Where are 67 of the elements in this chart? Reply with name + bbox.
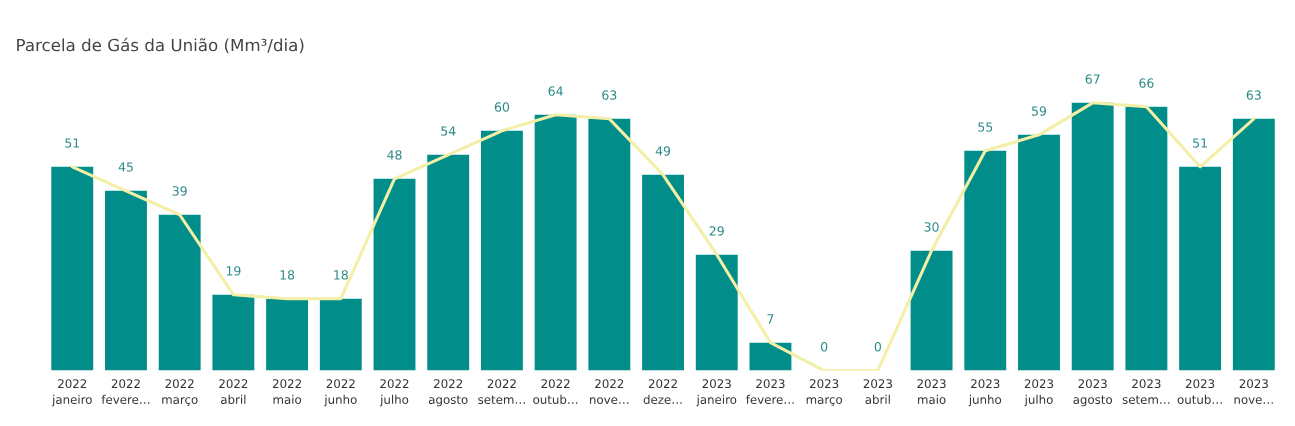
data-label: 30 [924, 222, 939, 232]
bar [158, 214, 201, 371]
x-tick-label: 2023 maio [917, 379, 946, 404]
bar [266, 298, 309, 371]
bar [480, 130, 523, 371]
bar [319, 298, 362, 371]
data-label: 60 [494, 102, 510, 112]
bar [534, 114, 577, 371]
x-tick-label: 2022 nove… [590, 379, 629, 404]
bar [695, 254, 738, 371]
data-label: 63 [1246, 90, 1261, 100]
data-label: 48 [387, 150, 402, 160]
data-label: 18 [334, 270, 348, 280]
bar [1179, 166, 1222, 371]
bar [1232, 118, 1275, 371]
data-label: 66 [1139, 78, 1154, 88]
bar [212, 294, 255, 371]
data-label: 18 [280, 270, 295, 280]
x-tick-label: 2022 outub… [533, 379, 578, 404]
data-label: 0 [821, 342, 828, 352]
data-label: 39 [172, 186, 187, 196]
x-tick-label: 2023 outub… [1177, 379, 1222, 404]
bar [427, 154, 470, 371]
x-tick-label: 2022 março [162, 379, 198, 407]
data-label: 29 [709, 226, 724, 236]
bar [642, 174, 684, 371]
data-label: 55 [978, 122, 993, 132]
x-tick-label: 2023 setem… [1122, 379, 1170, 404]
x-tick-label: 2023 junho [968, 379, 1002, 407]
bar [588, 118, 631, 371]
bar [51, 166, 94, 371]
x-tick-label: 2022 junho [324, 379, 357, 407]
x-tick-label: 2022 fevere… [101, 379, 150, 404]
x-tick-label: 2023 fevere… [746, 379, 794, 404]
chart-title: Parcela de Gás da União (Mm³/dia) [17, 37, 304, 54]
data-label: 63 [602, 90, 617, 100]
x-tick-label: 2022 janeiro [51, 379, 92, 407]
bar [1071, 102, 1114, 371]
data-label: 59 [1031, 106, 1047, 116]
bar [105, 190, 147, 371]
data-label: 67 [1085, 74, 1100, 84]
x-tick-label: 2022 maio [272, 379, 302, 404]
x-tick-label: 2023 janeiro [696, 379, 737, 407]
data-label: 51 [65, 138, 80, 148]
data-label: 19 [226, 266, 241, 276]
data-label: 0 [874, 342, 882, 352]
x-tick-label: 2023 abril [863, 379, 892, 404]
x-tick-label: 2023 agosto [1073, 379, 1113, 407]
x-tick-label: 2022 julho [379, 379, 409, 407]
data-label: 7 [767, 314, 774, 324]
x-tick-label: 2022 abril [219, 379, 248, 404]
bar [1018, 134, 1060, 371]
data-label: 49 [655, 146, 671, 156]
data-label: 54 [441, 126, 456, 136]
data-label: 45 [118, 162, 133, 172]
bar [964, 150, 1007, 371]
data-label: 51 [1193, 138, 1207, 148]
data-label: 64 [548, 86, 563, 96]
x-tick-label: 2022 deze… [643, 379, 682, 404]
bar [373, 178, 416, 371]
x-tick-label: 2022 setem… [478, 379, 525, 404]
x-tick-label: 2022 agosto [428, 379, 468, 407]
bar [1125, 106, 1168, 371]
x-tick-label: 2023 julho [1024, 379, 1054, 407]
bar [910, 250, 953, 371]
x-tick-label: 2023 março [806, 379, 843, 407]
x-tick-label: 2023 nove… [1234, 379, 1273, 404]
